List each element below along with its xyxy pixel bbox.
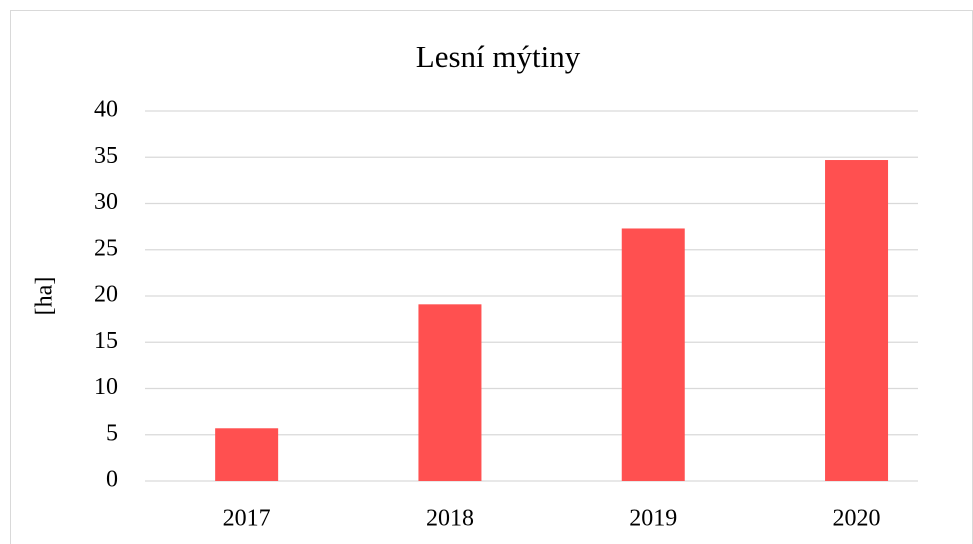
y-tick-label: 5 [106,420,118,446]
y-tick-label: 30 [94,189,118,215]
y-tick-label: 0 [106,467,118,493]
x-tick-label: 2019 [629,506,677,532]
y-tick-label: 20 [94,282,118,308]
bar [215,428,279,481]
bar [418,304,482,481]
y-tick-label: 35 [94,143,118,169]
chart-title: Lesní mýtiny [416,39,581,74]
x-tick-label: 2018 [426,506,474,532]
y-tick-label: 10 [94,374,118,400]
x-tick-label: 2017 [223,506,271,532]
y-axis-label: [ha] [32,277,58,316]
y-tick-label: 25 [94,235,118,261]
y-tick-label: 15 [94,328,118,354]
y-tick-label: 40 [94,97,118,123]
bar [621,228,685,481]
bar [825,160,889,481]
x-tick-label: 2020 [833,506,881,532]
